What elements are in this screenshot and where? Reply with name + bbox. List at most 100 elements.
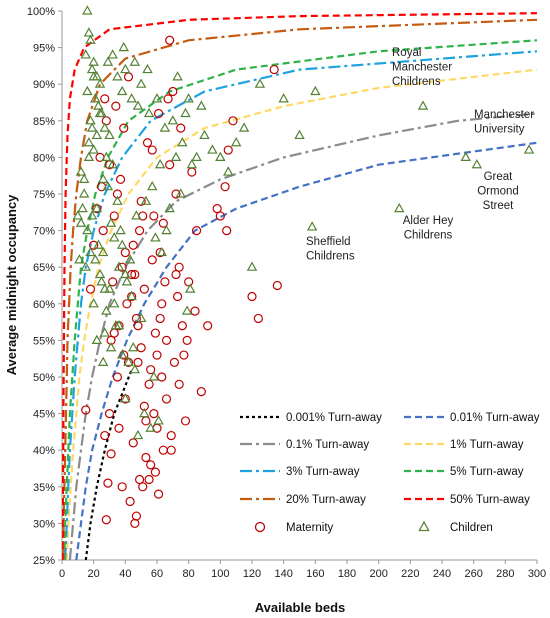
- children-point: [109, 298, 120, 308]
- children-point: [82, 85, 93, 96]
- maternity-point: [150, 467, 161, 477]
- legend-label: 0.001% Turn-away: [286, 412, 382, 424]
- children-point: [185, 283, 196, 293]
- y-tick-label: 95%: [33, 43, 55, 55]
- y-tick-label: 80%: [33, 152, 55, 164]
- x-tick-label: 300: [528, 568, 546, 580]
- x-tick-label: 100: [211, 568, 229, 580]
- maternity-point: [89, 240, 99, 250]
- children-point: [91, 129, 103, 140]
- maternity-point: [98, 226, 108, 236]
- maternity-point: [131, 511, 142, 521]
- maternity-point: [103, 478, 113, 488]
- annotation-label: Childrens: [404, 230, 453, 242]
- children-point: [161, 224, 172, 235]
- maternity-point: [184, 277, 194, 287]
- maternity-point: [165, 160, 175, 170]
- y-tick-label: 30%: [33, 518, 55, 530]
- maternity-point: [169, 357, 180, 367]
- children-point: [254, 78, 266, 88]
- children-point: [113, 261, 125, 271]
- children-point: [82, 5, 93, 15]
- maternity-point: [157, 372, 167, 382]
- children-point: [153, 415, 164, 425]
- maternity-point: [128, 240, 138, 250]
- children-point: [85, 34, 96, 44]
- legend-label: 0.01% Turn-away: [450, 412, 540, 424]
- maternity-point: [117, 482, 127, 492]
- children-point: [131, 210, 142, 220]
- maternity-point: [180, 416, 191, 426]
- children-point: [107, 49, 118, 59]
- children-point: [132, 429, 144, 440]
- children-point: [151, 93, 163, 103]
- children-point: [417, 100, 429, 110]
- maternity-point: [119, 123, 129, 133]
- legend-label: 0.1% Turn-away: [286, 439, 369, 451]
- maternity-point: [228, 116, 238, 126]
- children-point: [96, 276, 107, 286]
- annotation-label: Childrens: [306, 251, 355, 263]
- children-point: [132, 100, 144, 110]
- children-point: [90, 254, 101, 264]
- curve-line: [84, 369, 133, 560]
- maternity-point: [109, 211, 119, 221]
- children-point: [460, 151, 471, 161]
- children-point: [199, 129, 210, 140]
- children-point: [93, 239, 104, 249]
- children-point: [120, 393, 131, 403]
- curve-line: [75, 141, 537, 560]
- maternity-point: [104, 409, 115, 419]
- y-tick-label: 65%: [33, 262, 55, 274]
- maternity-point: [149, 211, 159, 221]
- x-axis-ticks: 0 20 40 60 80 100 120 140 160 180 200 220 240 260 280 3…: [59, 560, 546, 580]
- children-point: [97, 356, 109, 366]
- legend-swatch: [418, 520, 430, 532]
- children-point: [93, 100, 104, 110]
- maternity-point: [101, 116, 111, 126]
- x-tick-label: 160: [306, 568, 324, 580]
- children-point: [246, 261, 258, 271]
- children-point: [154, 158, 166, 169]
- legend-label: 1% Turn-away: [450, 439, 524, 451]
- children-point: [86, 122, 98, 132]
- maternity-point: [153, 489, 164, 499]
- x-tick-label: 40: [119, 568, 131, 580]
- x-tick-label: 280: [496, 568, 514, 580]
- children-point: [88, 71, 99, 81]
- curve-line: [62, 12, 537, 560]
- maternity-point: [146, 460, 156, 470]
- children-point: [101, 151, 112, 161]
- children-point: [230, 137, 242, 147]
- maternity-point: [101, 515, 111, 525]
- maternity-point: [157, 299, 167, 309]
- maternity-point: [161, 394, 172, 404]
- children-point: [99, 122, 110, 132]
- maternity-point: [177, 321, 187, 331]
- children-point: [74, 254, 85, 264]
- children-point: [186, 158, 198, 169]
- y-tick-label: 100%: [27, 6, 55, 18]
- children-point: [104, 129, 115, 140]
- children-point: [135, 78, 147, 88]
- maternity-point: [196, 387, 206, 397]
- maternity-point: [166, 430, 176, 441]
- children-point: [78, 188, 90, 198]
- children-point: [80, 49, 91, 59]
- maternity-point: [166, 445, 176, 455]
- x-tick-label: 20: [88, 568, 100, 580]
- maternity-point: [112, 372, 123, 382]
- children-point: [207, 144, 218, 154]
- children-point: [306, 221, 318, 231]
- maternity-point: [128, 438, 138, 448]
- maternity-point: [223, 145, 233, 155]
- children-point: [72, 210, 84, 220]
- turnaway-curves: [62, 12, 537, 560]
- children-point: [129, 363, 141, 374]
- y-tick-label: 70%: [33, 226, 55, 238]
- maternity-point: [172, 291, 183, 302]
- children-point: [105, 341, 117, 352]
- y-tick-label: 40%: [33, 445, 55, 457]
- children-point: [140, 195, 152, 205]
